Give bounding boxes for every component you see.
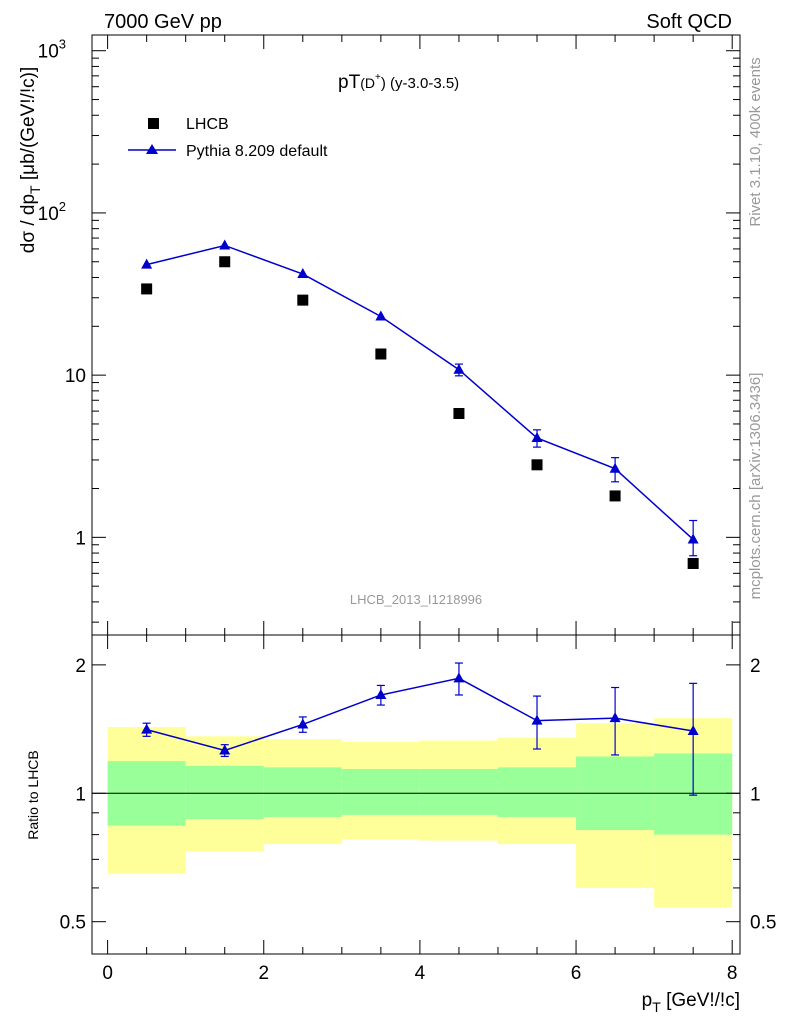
x-label-sub: T xyxy=(652,999,661,1015)
main-y-axis-label: dσ / dpT [μb/(GeV!/!c)] xyxy=(18,67,43,253)
ratio-y-tick-label-right: 0.5 xyxy=(750,913,776,934)
ratio-mc-point xyxy=(297,718,309,729)
x-tick-label: 0 xyxy=(102,963,113,984)
data-point xyxy=(297,294,309,306)
data-point xyxy=(219,256,231,268)
mc-point xyxy=(609,462,621,473)
mc-point xyxy=(687,533,699,544)
process-label: Soft QCD xyxy=(646,11,732,33)
ratio-mc-point xyxy=(531,714,543,725)
ratio-mc-point xyxy=(219,744,231,755)
x-label-tail: [GeV!/!c] xyxy=(661,990,740,1011)
ratio-axes: 0.5 0.5 1 1 2 2 0 2 4 6 8 xyxy=(60,635,776,984)
ratio-mc-point xyxy=(453,672,465,683)
main-marks xyxy=(141,239,699,569)
main-axes: 1 10 102 103 xyxy=(38,35,740,635)
data-point xyxy=(453,408,465,420)
ratio-mc-point xyxy=(609,712,621,723)
main-y-tick-label: 103 xyxy=(38,37,66,63)
legend-label-mc: Pythia 8.209 default xyxy=(186,143,328,160)
ratio-band-inner xyxy=(341,769,420,815)
ratio-mc-line xyxy=(146,677,694,752)
main-y-label-sub: T xyxy=(27,185,43,194)
ratio-mc-point xyxy=(375,688,387,699)
main-y-label-tail: [μb/(GeV!/!c)] xyxy=(18,67,39,186)
mc-point xyxy=(297,268,309,279)
x-tick-label: 4 xyxy=(415,963,426,984)
legend-marker-mc xyxy=(146,144,158,154)
ratio-y-tick-label-right: 1 xyxy=(750,784,761,805)
mc-point xyxy=(141,258,153,269)
ratio-panel: 0.5 0.5 1 1 2 2 0 2 4 6 8 Ratio to LHCB pT [GeV!/!… xyxy=(25,634,776,1015)
rivet-label: Rivet 3.1.10, 400k events xyxy=(747,57,764,226)
ratio-y-tick-label-left: 0.5 xyxy=(60,913,86,934)
ratio-bands xyxy=(92,718,740,908)
mc-point xyxy=(219,239,231,250)
plot-title-sub: (D xyxy=(360,75,375,91)
ratio-y-axis-label: Ratio to LHCB xyxy=(25,750,41,839)
mc-line xyxy=(146,244,694,541)
data-point xyxy=(375,348,387,360)
ratio-band-inner xyxy=(185,765,264,820)
main-y-tick-label: 102 xyxy=(38,199,66,225)
ratio-frame xyxy=(91,634,741,955)
plot-title: pT(D+) (y-3.0-3.5) xyxy=(338,72,459,93)
x-tick-label: 8 xyxy=(727,963,738,984)
data-point xyxy=(687,557,699,569)
plot-title-sup: + xyxy=(375,72,381,83)
source-label: mcplots.cern.ch [arXiv:1306.3436] xyxy=(747,373,764,600)
x-label-main: p xyxy=(642,990,653,1011)
ratio-mc-point xyxy=(687,724,699,735)
x-axis-label: pT [GeV!/!c] xyxy=(642,990,740,1015)
ratio-band-inner xyxy=(419,769,498,815)
ratio-y-tick-label-left: 1 xyxy=(75,784,86,805)
legend-marker-data xyxy=(148,118,159,129)
legend: LHCB Pythia 8.209 default xyxy=(128,116,328,160)
data-point xyxy=(141,283,153,295)
mc-point xyxy=(375,310,387,321)
ratio-y-tick-label-left: 2 xyxy=(75,656,86,677)
legend-label-data: LHCB xyxy=(186,116,229,133)
plot-title-tail: ) (y-3.0-3.5) xyxy=(381,75,459,92)
plot-title-main: pT xyxy=(338,72,361,93)
ratio-mc-point xyxy=(141,723,153,734)
energy-label: 7000 GeV pp xyxy=(104,11,222,33)
ratio-band-inner xyxy=(497,767,577,817)
main-y-label-main: dσ / dp xyxy=(18,194,39,253)
ratio-y-tick-label-right: 2 xyxy=(750,656,761,677)
ratio-marks xyxy=(141,662,699,796)
main-panel: 1 10 102 103 pT(D+) (y-3.0-3.5) LHCB Pythia… xyxy=(18,34,741,636)
mc-point xyxy=(453,363,465,374)
main-y-tick-label: 1 xyxy=(75,528,86,549)
main-y-tick-label: 10 xyxy=(65,366,86,387)
x-tick-label: 2 xyxy=(258,963,269,984)
data-point xyxy=(609,490,621,502)
x-tick-label: 6 xyxy=(571,963,582,984)
data-point xyxy=(531,459,543,471)
mc-point xyxy=(531,431,543,442)
analysis-label: LHCB_2013_I1218996 xyxy=(350,592,482,607)
ratio-band-inner xyxy=(263,767,342,817)
